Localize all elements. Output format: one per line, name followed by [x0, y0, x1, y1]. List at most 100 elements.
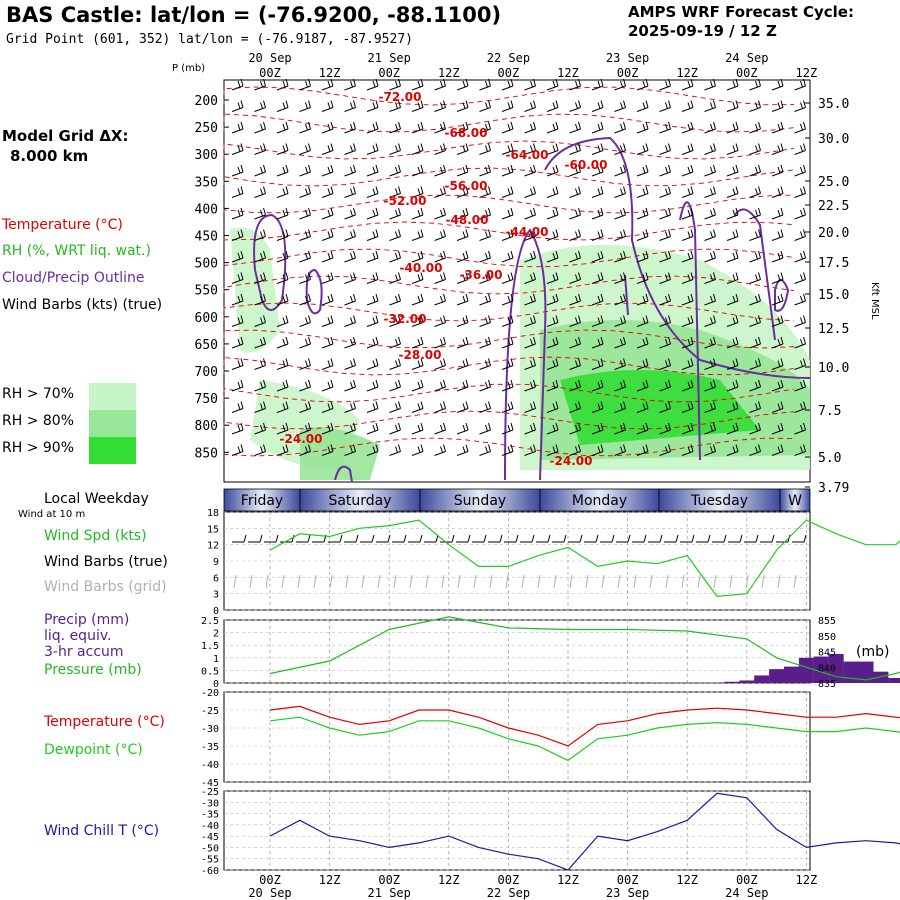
- wind-barb-icon: [321, 78, 334, 91]
- wind-barb-flag: [690, 229, 694, 237]
- wind-barb-flag: [443, 379, 446, 388]
- wind-barb-icon: [636, 207, 649, 220]
- wind-barb-icon: [411, 164, 424, 177]
- wind-barb-icon: [231, 78, 244, 91]
- wind-barb-icon: [704, 207, 716, 220]
- wind-barb-flag: [690, 250, 694, 259]
- wind-barb-icon: [569, 78, 581, 91]
- wind-barb-icon: [366, 293, 379, 306]
- wind-barb-icon: [704, 293, 716, 306]
- wind-barb-flag: [465, 401, 469, 409]
- wind-barb-flag: [285, 401, 289, 409]
- wind-barb-flag: [260, 446, 263, 453]
- wind-barb-icon: [366, 78, 379, 91]
- wind-barb-flag: [353, 250, 356, 259]
- wind-barb-shaft: [771, 322, 784, 327]
- wind-barb-flag: [375, 78, 379, 87]
- wind-barb-shaft: [276, 365, 289, 370]
- wind-barb-flag: [800, 360, 803, 367]
- wind-barb-flag: [398, 422, 401, 431]
- wind-barb-flag: [623, 186, 626, 194]
- wind-barb-icon: [276, 293, 289, 306]
- wind-barb-flag: [687, 145, 691, 152]
- wind-barb-shaft: [411, 386, 424, 392]
- wind-barb-shaft: [321, 150, 334, 155]
- wind-barb-icon: [704, 250, 716, 263]
- wind-barb-icon: [501, 315, 514, 327]
- wind-barb-grid: [553, 574, 557, 589]
- wind-barb-shaft: [389, 429, 401, 435]
- wind-barb-icon: [546, 250, 559, 263]
- wind-barb-grid: [537, 574, 541, 589]
- wind-barb-flag: [800, 209, 803, 217]
- wind-barb-shaft: [479, 386, 491, 392]
- wind-barb-true-flag: [243, 534, 247, 543]
- precip-label: Precip (mm): [44, 612, 130, 628]
- wind-barb-flag: [735, 121, 739, 130]
- wind-barb-true-flag: [419, 534, 423, 543]
- temperature-contour: [223, 86, 795, 106]
- wind-barb-shaft: [636, 343, 649, 349]
- wind-barb-shaft: [366, 107, 379, 112]
- wind-barb-shaft: [524, 279, 536, 284]
- wind-barb-icon: [771, 422, 784, 435]
- wind-barb-shaft: [614, 322, 626, 327]
- wind-barb-flag: [305, 446, 308, 453]
- wind-barb-flag: [353, 186, 356, 194]
- wind-barb-flag: [420, 401, 424, 409]
- wind-barb-flag: [690, 121, 694, 130]
- wind-barb-flag: [800, 188, 803, 195]
- wind-barb-flag: [758, 336, 761, 345]
- wind-barb-icon: [614, 207, 626, 220]
- pressure-tick: 850: [195, 446, 218, 461]
- wind-barb-flag: [305, 252, 308, 260]
- wind-barb-flag: [507, 123, 511, 131]
- wind-barb-flag: [668, 207, 671, 216]
- wind-barb-true-flag: [755, 534, 759, 543]
- wind-barb-flag: [623, 336, 626, 345]
- precip-bar: [724, 681, 740, 683]
- wind-barb-icon: [501, 401, 514, 413]
- wind-barb-icon: [794, 121, 806, 134]
- wind-barb-shaft: [569, 451, 581, 456]
- wind-barb-icon: [569, 229, 581, 241]
- temperature-contour: [223, 248, 795, 268]
- wind-barb-flag: [713, 401, 716, 409]
- wind-barb-flag: [735, 186, 739, 194]
- wind-barb-icon: [456, 272, 469, 284]
- wind-barb-icon: [749, 78, 761, 91]
- wind-barb-flag: [642, 188, 646, 195]
- wind-barb-shaft: [344, 128, 356, 134]
- wind-barb-icon: [479, 164, 491, 177]
- wind-barb-icon: [704, 422, 716, 435]
- wind-barb-flag: [330, 164, 334, 173]
- wind-barb-icon: [344, 422, 356, 435]
- wind-barb-icon: [681, 143, 694, 155]
- wind-barb-icon: [726, 229, 739, 241]
- wind-barb-flag: [777, 102, 781, 109]
- wind-barb-flag: [462, 80, 466, 88]
- wind-barb-shaft: [524, 300, 536, 306]
- wind-barb-flag: [465, 100, 469, 108]
- wind-barb-shaft: [794, 236, 806, 241]
- wind-barb-icon: [794, 315, 806, 327]
- wind-barb-icon: [614, 121, 626, 134]
- wind-barb-grid: [233, 574, 237, 589]
- wind-barb-shaft: [546, 128, 559, 134]
- wind-barb-flag: [263, 379, 266, 388]
- wind-barb-icon: [659, 336, 671, 349]
- wind-barb-flag: [462, 403, 466, 410]
- wind-barb-shaft: [501, 365, 514, 370]
- wind-barb-shaft: [704, 386, 716, 392]
- wind-barb-true-flag: [691, 534, 695, 543]
- rh90-swatch: [89, 437, 136, 464]
- wind-barb-shaft: [254, 85, 266, 91]
- wind-barb-icon: [434, 293, 446, 306]
- wind-barb-flag: [800, 102, 803, 109]
- wind-barb-shaft: [434, 128, 446, 134]
- wind-barb-shaft: [749, 150, 761, 155]
- wind-ytick: 9: [213, 557, 219, 568]
- wind-barb-flag: [575, 252, 578, 260]
- wind-barb-flag: [372, 231, 376, 238]
